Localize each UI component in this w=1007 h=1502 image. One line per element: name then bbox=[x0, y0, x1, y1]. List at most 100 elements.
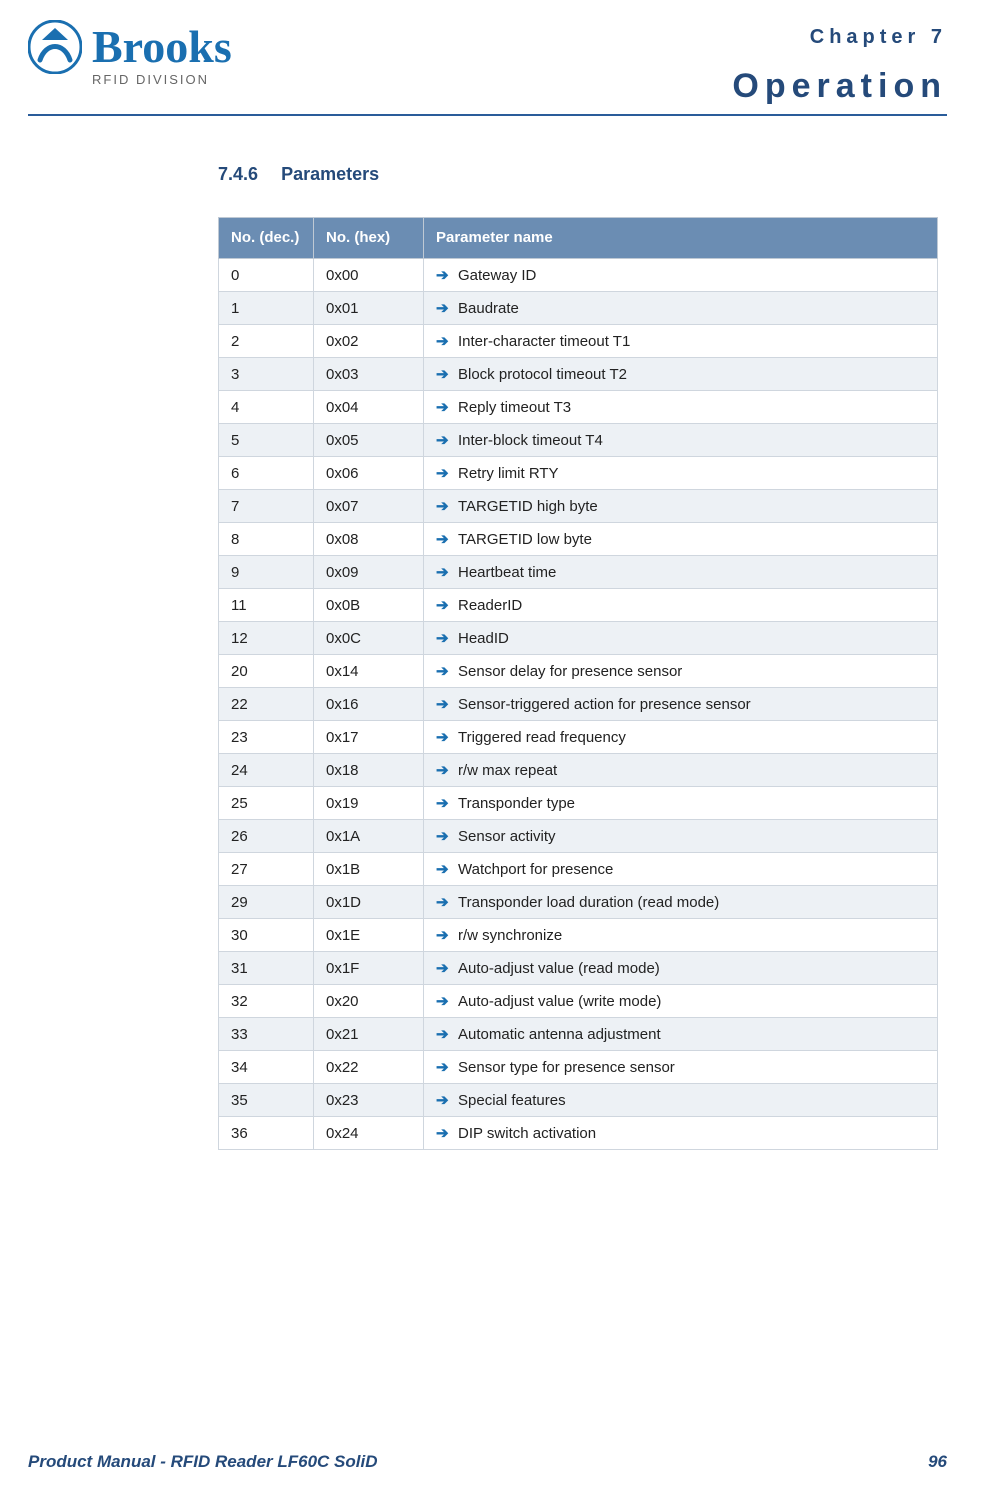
cell-name: ➔ TARGETID high byte bbox=[424, 490, 938, 523]
cell-hex: 0x07 bbox=[314, 490, 424, 523]
cell-dec: 11 bbox=[219, 589, 314, 622]
arrow-icon: ➔ bbox=[436, 1058, 450, 1076]
arrow-icon: ➔ bbox=[436, 464, 450, 482]
param-name: Reply timeout T3 bbox=[458, 399, 571, 416]
cell-dec: 26 bbox=[219, 820, 314, 853]
cell-hex: 0x23 bbox=[314, 1084, 424, 1117]
arrow-icon: ➔ bbox=[436, 629, 450, 647]
table-row: 330x21➔Automatic antenna adjustment bbox=[219, 1018, 938, 1051]
col-header-hex: No. (hex) bbox=[314, 218, 424, 259]
cell-hex: 0x1A bbox=[314, 820, 424, 853]
table-header-row: No. (dec.) No. (hex) Parameter name bbox=[219, 218, 938, 259]
arrow-icon: ➔ bbox=[436, 365, 450, 383]
arrow-icon: ➔ bbox=[436, 827, 450, 845]
arrow-icon: ➔ bbox=[436, 1091, 450, 1109]
parameters-table: No. (dec.) No. (hex) Parameter name 00x0… bbox=[218, 217, 938, 1150]
cell-hex: 0x1F bbox=[314, 952, 424, 985]
cell-hex: 0x1E bbox=[314, 919, 424, 952]
cell-hex: 0x16 bbox=[314, 688, 424, 721]
cell-hex: 0x00 bbox=[314, 259, 424, 292]
table-row: 260x1A ➔ Sensor activity bbox=[219, 820, 938, 853]
param-name: ReaderID bbox=[458, 597, 522, 614]
cell-name: ➔Sensor-triggered action for presence se… bbox=[424, 688, 938, 721]
param-name: TARGETID low byte bbox=[458, 531, 592, 548]
cell-dec: 33 bbox=[219, 1018, 314, 1051]
cell-dec: 32 bbox=[219, 985, 314, 1018]
cell-hex: 0x17 bbox=[314, 721, 424, 754]
cell-name: ➔Sensor delay for presence sensor bbox=[424, 655, 938, 688]
cell-hex: 0x1B bbox=[314, 853, 424, 886]
param-name: Inter-block timeout T4 bbox=[458, 432, 603, 449]
cell-dec: 27 bbox=[219, 853, 314, 886]
cell-name: ➔Baudrate bbox=[424, 292, 938, 325]
section-title: Parameters bbox=[281, 164, 379, 184]
chapter-title: Operation bbox=[732, 67, 947, 106]
cell-hex: 0x09 bbox=[314, 556, 424, 589]
logo-text: Brooks bbox=[92, 24, 232, 70]
param-name: r/w max repeat bbox=[458, 762, 557, 779]
col-header-name: Parameter name bbox=[424, 218, 938, 259]
cell-name: ➔Heartbeat time bbox=[424, 556, 938, 589]
cell-dec: 31 bbox=[219, 952, 314, 985]
table-row: 110x0B ➔ ReaderID bbox=[219, 589, 938, 622]
param-name: Transponder load duration (read mode) bbox=[458, 894, 719, 911]
cell-name: ➔ Watchport for presence bbox=[424, 853, 938, 886]
brooks-logo-icon bbox=[28, 20, 82, 74]
param-name: Auto-adjust value (write mode) bbox=[458, 993, 661, 1010]
cell-hex: 0x02 bbox=[314, 325, 424, 358]
arrow-icon: ➔ bbox=[436, 596, 450, 614]
arrow-icon: ➔ bbox=[436, 992, 450, 1010]
arrow-icon: ➔ bbox=[436, 1124, 450, 1142]
param-name: Inter-character timeout T1 bbox=[458, 333, 630, 350]
logo-block: Brooks RFID DIVISION bbox=[28, 20, 232, 87]
arrow-icon: ➔ bbox=[436, 860, 450, 878]
param-name: Heartbeat time bbox=[458, 564, 556, 581]
cell-dec: 29 bbox=[219, 886, 314, 919]
cell-hex: 0x06 bbox=[314, 457, 424, 490]
cell-dec: 22 bbox=[219, 688, 314, 721]
table-row: 50x05➔Inter-block timeout T4 bbox=[219, 424, 938, 457]
table-row: 80x08➔TARGETID low byte bbox=[219, 523, 938, 556]
param-name: TARGETID high byte bbox=[458, 498, 598, 515]
cell-dec: 4 bbox=[219, 391, 314, 424]
cell-hex: 0x0B bbox=[314, 589, 424, 622]
arrow-icon: ➔ bbox=[436, 266, 450, 284]
arrow-icon: ➔ bbox=[436, 926, 450, 944]
param-name: Watchport for presence bbox=[458, 861, 613, 878]
cell-dec: 7 bbox=[219, 490, 314, 523]
cell-name: ➔DIP switch activation bbox=[424, 1117, 938, 1150]
table-row: 70x07 ➔ TARGETID high byte bbox=[219, 490, 938, 523]
cell-dec: 30 bbox=[219, 919, 314, 952]
content-area: 7.4.6 Parameters No. (dec.) No. (hex) Pa… bbox=[28, 116, 947, 1150]
param-name: Sensor delay for presence sensor bbox=[458, 663, 682, 680]
page-header: Brooks RFID DIVISION Chapter 7 Operation bbox=[28, 20, 947, 106]
param-name: Transponder type bbox=[458, 795, 575, 812]
param-name: Block protocol timeout T2 bbox=[458, 366, 627, 383]
cell-name: ➔ Transponder type bbox=[424, 787, 938, 820]
arrow-icon: ➔ bbox=[436, 332, 450, 350]
param-name: HeadID bbox=[458, 630, 509, 647]
table-row: 240x18➔r/w max repeat bbox=[219, 754, 938, 787]
cell-name: ➔Reply timeout T3 bbox=[424, 391, 938, 424]
arrow-icon: ➔ bbox=[436, 794, 450, 812]
param-name: Sensor activity bbox=[458, 828, 556, 845]
cell-dec: 8 bbox=[219, 523, 314, 556]
arrow-icon: ➔ bbox=[436, 959, 450, 977]
cell-hex: 0x20 bbox=[314, 985, 424, 1018]
table-row: 250x19➔Transponder type bbox=[219, 787, 938, 820]
cell-hex: 0x04 bbox=[314, 391, 424, 424]
cell-name: ➔Gateway ID bbox=[424, 259, 938, 292]
cell-name: ➔Sensor type for presence sensor bbox=[424, 1051, 938, 1084]
page-footer: Product Manual - RFID Reader LF60C SoliD… bbox=[28, 1452, 947, 1472]
arrow-icon: ➔ bbox=[436, 497, 450, 515]
footer-left: Product Manual - RFID Reader LF60C SoliD bbox=[28, 1452, 378, 1472]
cell-hex: 0x19 bbox=[314, 787, 424, 820]
chapter-block: Chapter 7 Operation bbox=[732, 26, 947, 106]
param-name: Special features bbox=[458, 1092, 566, 1109]
cell-name: ➔ Block protocol timeout T2 bbox=[424, 358, 938, 391]
cell-dec: 35 bbox=[219, 1084, 314, 1117]
arrow-icon: ➔ bbox=[436, 431, 450, 449]
cell-dec: 5 bbox=[219, 424, 314, 457]
cell-dec: 0 bbox=[219, 259, 314, 292]
cell-dec: 23 bbox=[219, 721, 314, 754]
